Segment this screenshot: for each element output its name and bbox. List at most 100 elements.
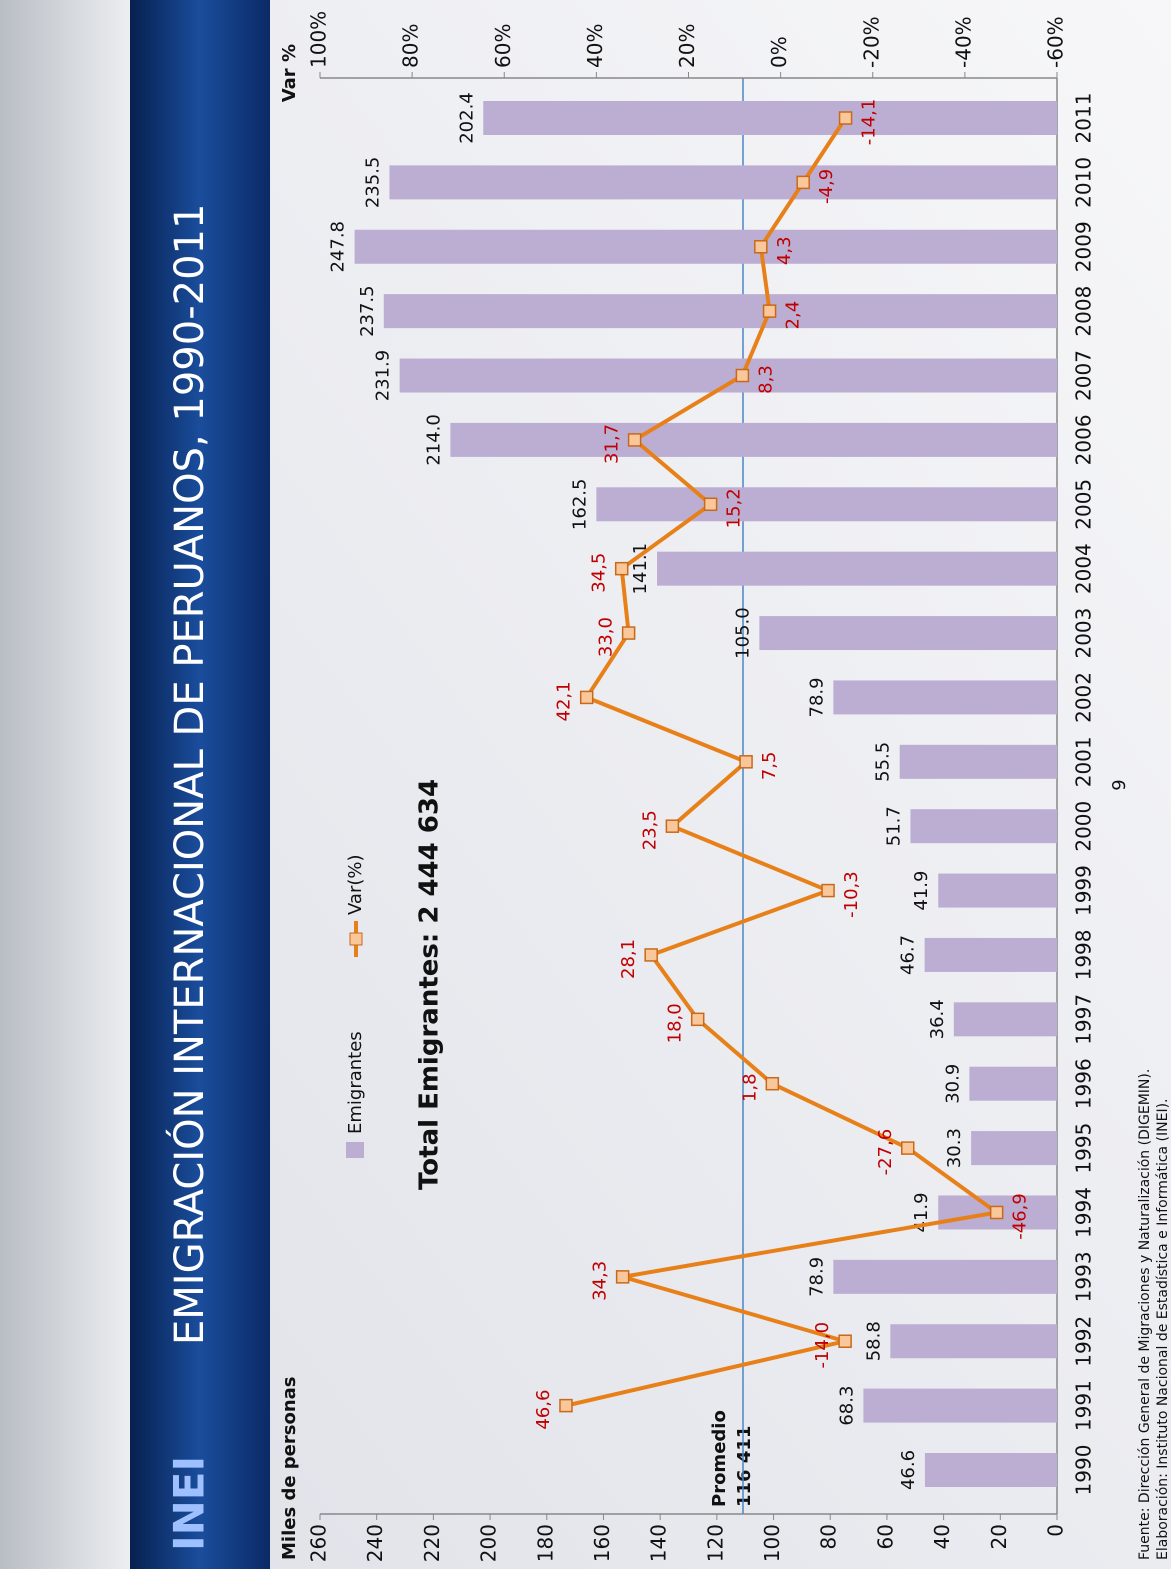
- marker: [901, 1141, 915, 1155]
- average-label: Promedio: [709, 1410, 730, 1507]
- bar: [483, 101, 1057, 135]
- legend-marker: [349, 932, 363, 946]
- line-value-label: 28,1: [618, 939, 639, 979]
- title-band: [130, 0, 270, 1569]
- line-value-label: 31,7: [602, 424, 623, 464]
- y-tick-label: 120: [703, 1524, 727, 1562]
- marker: [989, 1205, 1004, 1220]
- line-value-label: 34,5: [589, 553, 610, 593]
- y-tick-label: 140: [647, 1524, 671, 1562]
- bar-value-label: 141.1: [630, 543, 651, 595]
- x-tick-label: 1998: [1072, 929, 1096, 980]
- bar-value-label: 235.5: [362, 157, 383, 209]
- bar: [833, 1259, 1057, 1294]
- bar: [399, 358, 1057, 393]
- bar-value-label: 78.9: [806, 677, 827, 717]
- marker: [796, 175, 810, 190]
- line-value-label: 33,0: [596, 617, 617, 657]
- line-value-label: -14,0: [812, 1322, 833, 1369]
- line-value-label: 18,0: [665, 1003, 686, 1043]
- legend-swatch: [346, 1142, 364, 1158]
- source: Fuente: Dirección General de Migraciones…: [1137, 1069, 1153, 1560]
- x-tick-label: 2005: [1072, 479, 1096, 530]
- bar-value-label: 78.9: [806, 1257, 827, 1297]
- y-tick-label: 60: [873, 1524, 897, 1549]
- line-value-label: 1,8: [739, 1073, 760, 1102]
- total-label: Total Emigrantes: 2 444 634: [415, 779, 445, 1190]
- marker: [579, 690, 594, 705]
- bar-value-label: 51.7: [883, 806, 904, 846]
- marker: [615, 1270, 630, 1284]
- y-tick-label: 20: [987, 1524, 1011, 1549]
- logo: INEI: [165, 1456, 214, 1551]
- bar: [971, 1131, 1057, 1166]
- y2-tick-label: 40%: [583, 24, 607, 68]
- chart-title: EMIGRACIÓN INTERNACIONAL DE PERUANOS, 19…: [165, 204, 213, 1345]
- bar-value-label: 68.3: [836, 1386, 857, 1426]
- page-number: 9: [1109, 779, 1130, 790]
- bar-value-label: 237.5: [357, 285, 378, 337]
- line-value-label: 2,4: [783, 301, 804, 330]
- y-tick-label: 40: [930, 1524, 954, 1549]
- y-tick-label: 240: [363, 1524, 387, 1562]
- y-tick-label: 220: [420, 1524, 444, 1562]
- y-axis-title: Miles de personas: [279, 1376, 300, 1560]
- line-value-label: 15,2: [724, 488, 745, 528]
- line-value-label: -46,9: [1010, 1193, 1031, 1240]
- x-tick-label: 2003: [1072, 608, 1096, 659]
- marker: [690, 1012, 705, 1027]
- bar: [383, 294, 1057, 329]
- x-tick-label: 2007: [1072, 350, 1096, 401]
- marker: [838, 111, 853, 125]
- line-value-label: 4,3: [774, 236, 795, 265]
- marker: [735, 368, 750, 383]
- y2-axis-title: Var %: [279, 44, 300, 102]
- bar-value-label: 231.9: [373, 350, 394, 402]
- line-value-label: 23,5: [639, 810, 660, 850]
- marker: [627, 433, 642, 447]
- bar-value-label: 36.4: [927, 999, 948, 1039]
- y2-tick-label: 60%: [491, 24, 515, 68]
- y2-tick-label: 100%: [307, 11, 331, 68]
- average-label: 116 411: [734, 1426, 755, 1507]
- x-tick-label: 1990: [1072, 1445, 1096, 1496]
- marker: [765, 1076, 780, 1091]
- marker: [838, 1334, 852, 1348]
- bar-value-label: 162.5: [569, 479, 590, 531]
- line-value-label: 34,3: [590, 1261, 611, 1301]
- line-value-label: 42,1: [554, 681, 575, 721]
- x-tick-label: 1995: [1072, 1123, 1096, 1174]
- y-tick-label: 260: [307, 1524, 331, 1562]
- line-value-label: -27,6: [875, 1129, 896, 1176]
- bar: [910, 809, 1057, 844]
- line-value-label: -14,1: [859, 99, 880, 146]
- bar-value-label: 41.9: [911, 871, 932, 911]
- bar-value-label: 46.7: [898, 935, 919, 975]
- y2-tick-label: -20%: [859, 16, 883, 68]
- x-tick-label: 2001: [1072, 736, 1096, 787]
- bar: [863, 1388, 1057, 1423]
- x-tick-label: 2011: [1072, 93, 1096, 144]
- y2-tick-label: -40%: [951, 16, 975, 68]
- marker: [821, 883, 835, 898]
- marker: [614, 561, 629, 576]
- marker: [644, 948, 658, 962]
- x-tick-label: 2008: [1072, 286, 1096, 337]
- marker: [739, 755, 753, 769]
- x-tick-label: 1992: [1072, 1316, 1096, 1367]
- bar: [924, 937, 1058, 972]
- marker: [762, 304, 777, 318]
- bar-value-label: 105.0: [732, 607, 753, 659]
- x-tick-label: 1991: [1072, 1380, 1096, 1431]
- x-tick-label: 2010: [1072, 157, 1096, 208]
- x-tick-label: 1997: [1072, 994, 1096, 1045]
- marker: [621, 626, 636, 640]
- bar: [389, 165, 1058, 200]
- bar: [890, 1324, 1057, 1359]
- y-tick-label: 180: [533, 1524, 557, 1562]
- bar-value-label: 214.0: [423, 414, 444, 466]
- line-value-label: -10,3: [841, 871, 862, 918]
